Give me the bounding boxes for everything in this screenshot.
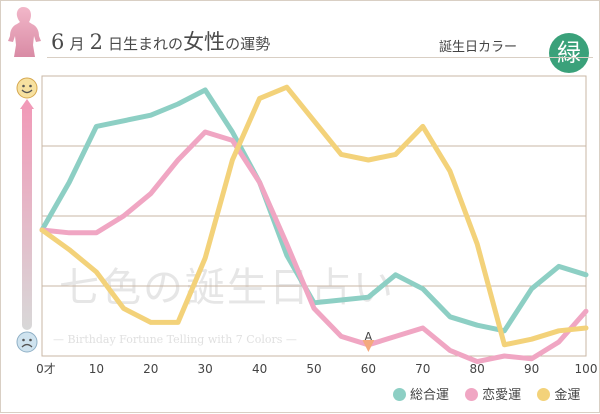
birthday-color-label: 誕生日カラー — [439, 40, 518, 55]
legend-dot-icon — [537, 388, 551, 401]
smiley-sad-icon — [16, 331, 38, 353]
x-tick-label: 0才 — [36, 362, 56, 376]
legend-dot-icon — [465, 388, 479, 401]
series-line — [39, 84, 589, 348]
header: 6 月 2 日生まれの女性の運勢 誕生日カラー 緑 — [1, 1, 599, 73]
x-tick-label: 10 — [89, 362, 104, 376]
x-tick-label: 50 — [306, 362, 321, 376]
legend-item-money: 金運 — [537, 384, 580, 403]
x-tick-label: 100 — [575, 362, 598, 376]
x-tick-label: 40 — [252, 362, 267, 376]
fortune-gradient-bar — [22, 104, 32, 330]
eye — [29, 84, 32, 88]
title-month-unit: 月 — [69, 35, 85, 53]
face — [16, 77, 38, 99]
header-divider — [47, 57, 593, 58]
series-line — [39, 87, 589, 334]
title-month: 6 — [51, 30, 65, 54]
legend-label: 金運 — [554, 388, 581, 403]
legend-item-love: 恋愛運 — [465, 384, 521, 403]
eye — [29, 338, 32, 342]
eye — [22, 338, 25, 342]
eye — [22, 84, 25, 88]
bar-arrow-icon — [20, 99, 34, 109]
title-day-unit: 日生まれの — [108, 35, 184, 53]
mouth — [21, 89, 33, 94]
page-title: 6 月 2 日生まれの女性の運勢 — [51, 26, 270, 56]
legend-label: 恋愛運 — [482, 388, 522, 403]
legend-label: 総合運 — [410, 388, 450, 403]
title-women: 女性 — [183, 30, 226, 54]
x-tick-label: 90 — [524, 362, 539, 376]
face — [16, 331, 38, 353]
x-tick-label: 30 — [198, 362, 213, 376]
series-line — [39, 129, 589, 365]
legend-item-overall: 総合運 — [393, 384, 449, 403]
x-tick-label: 80 — [470, 362, 485, 376]
x-tick-label: 60 — [361, 362, 376, 376]
woman-silhouette-icon — [8, 7, 41, 57]
x-tick-label: 70 — [415, 362, 430, 376]
smiley-happy-icon — [16, 77, 38, 99]
birthday-color-badge: 緑 — [549, 33, 589, 73]
annotation-marker — [362, 340, 375, 352]
watermark-title: 七色の誕生日占い — [59, 265, 395, 311]
legend-dot-icon — [393, 388, 406, 401]
annotation-label: A — [364, 330, 373, 344]
watermark-subtitle: — Birthday Fortune Telling with 7 Colors… — [53, 333, 297, 346]
chart-legend: 総合運 恋愛運 金運 — [381, 384, 580, 403]
title-day: 2 — [89, 30, 103, 54]
title-suffix: の運勢 — [225, 35, 271, 53]
mouth — [21, 343, 33, 348]
x-tick-label: 20 — [143, 362, 158, 376]
